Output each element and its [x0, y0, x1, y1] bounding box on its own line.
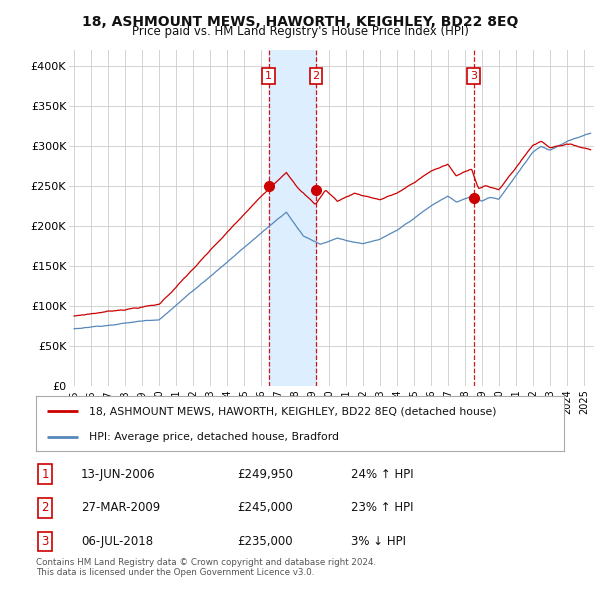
- Text: £245,000: £245,000: [237, 501, 293, 514]
- Text: 18, ASHMOUNT MEWS, HAWORTH, KEIGHLEY, BD22 8EQ: 18, ASHMOUNT MEWS, HAWORTH, KEIGHLEY, BD…: [82, 15, 518, 29]
- Text: 1: 1: [265, 71, 272, 81]
- Text: 2: 2: [313, 71, 320, 81]
- Text: 3: 3: [41, 535, 49, 548]
- Text: £249,950: £249,950: [237, 467, 293, 481]
- Text: 1: 1: [41, 467, 49, 481]
- Text: 13-JUN-2006: 13-JUN-2006: [81, 467, 155, 481]
- Text: 06-JUL-2018: 06-JUL-2018: [81, 535, 153, 548]
- Bar: [269, 50, 316, 386]
- Text: 24% ↑ HPI: 24% ↑ HPI: [351, 467, 413, 481]
- Text: Price paid vs. HM Land Registry's House Price Index (HPI): Price paid vs. HM Land Registry's House …: [131, 25, 469, 38]
- Text: 3: 3: [470, 71, 477, 81]
- Text: 23% ↑ HPI: 23% ↑ HPI: [351, 501, 413, 514]
- Text: £235,000: £235,000: [237, 535, 293, 548]
- Text: 2: 2: [41, 501, 49, 514]
- Text: 27-MAR-2009: 27-MAR-2009: [81, 501, 160, 514]
- Text: Contains HM Land Registry data © Crown copyright and database right 2024.
This d: Contains HM Land Registry data © Crown c…: [36, 558, 376, 577]
- Text: HPI: Average price, detached house, Bradford: HPI: Average price, detached house, Brad…: [89, 431, 339, 441]
- Text: 3% ↓ HPI: 3% ↓ HPI: [351, 535, 406, 548]
- Text: 18, ASHMOUNT MEWS, HAWORTH, KEIGHLEY, BD22 8EQ (detached house): 18, ASHMOUNT MEWS, HAWORTH, KEIGHLEY, BD…: [89, 407, 496, 417]
